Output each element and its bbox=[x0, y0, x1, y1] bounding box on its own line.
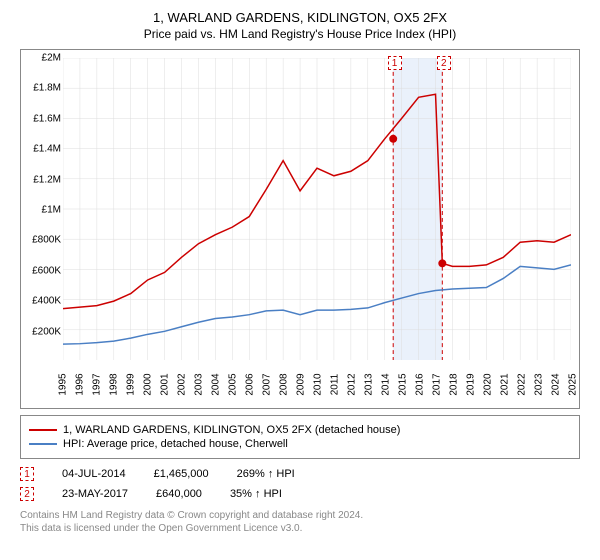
chart-title: 1, WARLAND GARDENS, KIDLINGTON, OX5 2FX bbox=[8, 10, 592, 25]
footnote-line: Contains HM Land Registry data © Crown c… bbox=[20, 509, 580, 522]
legend-swatch bbox=[29, 443, 57, 445]
event-date: 23-MAY-2017 bbox=[62, 488, 128, 500]
event-price: £1,465,000 bbox=[154, 468, 209, 480]
chart-svg bbox=[63, 58, 571, 360]
event-row: 1 04-JUL-2014 £1,465,000 269% ↑ HPI bbox=[20, 467, 580, 481]
event-date: 04-JUL-2014 bbox=[62, 468, 126, 480]
legend-label: 1, WARLAND GARDENS, KIDLINGTON, OX5 2FX … bbox=[63, 424, 400, 436]
event-pct: 35% ↑ HPI bbox=[230, 488, 282, 500]
event-marker-2: 2 bbox=[20, 487, 34, 501]
footnote-line: This data is licensed under the Open Gov… bbox=[20, 522, 580, 535]
event-row: 2 23-MAY-2017 £640,000 35% ↑ HPI bbox=[20, 487, 580, 501]
legend-item: 1, WARLAND GARDENS, KIDLINGTON, OX5 2FX … bbox=[29, 424, 571, 436]
plot-area bbox=[63, 58, 571, 360]
footnote: Contains HM Land Registry data © Crown c… bbox=[20, 509, 580, 535]
event-marker-1: 1 bbox=[20, 467, 34, 481]
legend-label: HPI: Average price, detached house, Cher… bbox=[63, 438, 288, 450]
event-pct: 269% ↑ HPI bbox=[237, 468, 295, 480]
chart-subtitle: Price paid vs. HM Land Registry's House … bbox=[8, 27, 592, 41]
event-price: £640,000 bbox=[156, 488, 202, 500]
event-table: 1 04-JUL-2014 £1,465,000 269% ↑ HPI 2 23… bbox=[20, 467, 580, 501]
legend: 1, WARLAND GARDENS, KIDLINGTON, OX5 2FX … bbox=[20, 415, 580, 459]
legend-swatch bbox=[29, 429, 57, 431]
legend-item: HPI: Average price, detached house, Cher… bbox=[29, 438, 571, 450]
chart-container: £200K£400K£600K£800K£1M£1.2M£1.4M£1.6M£1… bbox=[20, 49, 580, 409]
